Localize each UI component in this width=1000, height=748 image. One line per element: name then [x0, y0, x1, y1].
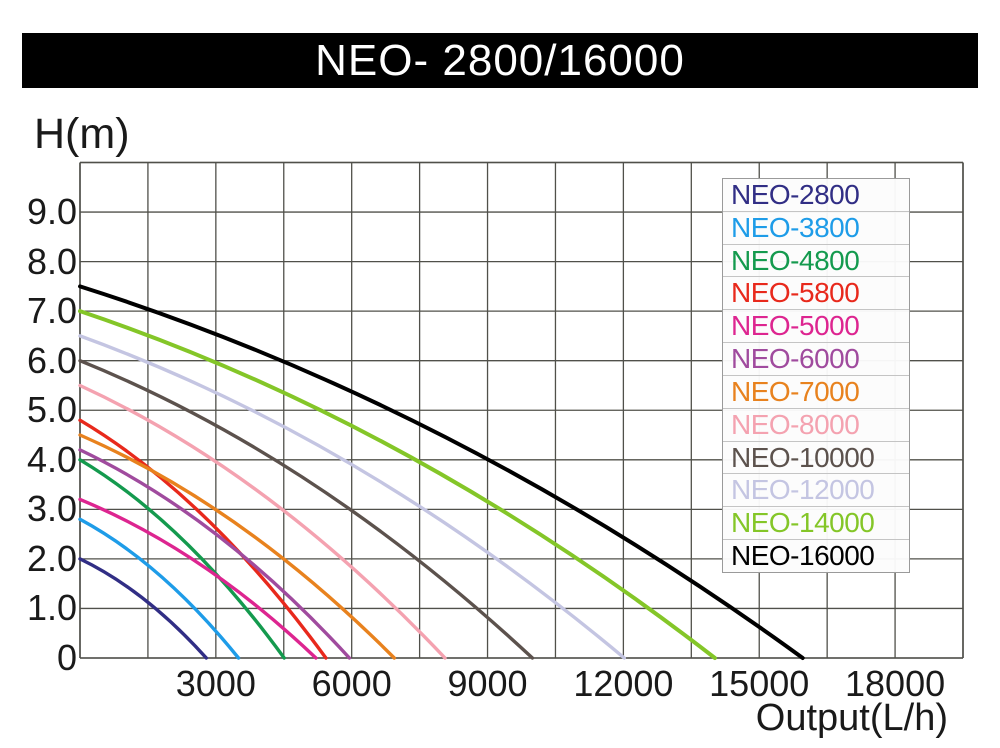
chart-title: NEO- 2800/16000: [315, 35, 685, 85]
y-axis-label: H(m): [34, 110, 130, 158]
curve-NEO-10000: [78, 359, 535, 660]
legend-label: NEO-10000: [731, 441, 875, 473]
curve-NEO-14000: [78, 309, 717, 660]
x-tick-3000: 3000: [175, 663, 256, 704]
legend-label: NEO-4800: [731, 244, 860, 276]
y-tick-1.0: 1.0: [26, 587, 77, 629]
y-tick-7.0: 7.0: [26, 290, 77, 332]
curve-NEO-5800: [78, 418, 328, 660]
y-tick-0: 0: [56, 637, 77, 678]
x-tick-18000: 18000: [845, 663, 946, 704]
x-tick-15000: 15000: [709, 663, 810, 704]
legend-label: NEO-2800: [731, 179, 860, 210]
legend-item-NEO-7000: NEO-7000: [723, 376, 909, 409]
x-tick-6000: 6000: [311, 663, 392, 704]
x-axis-label: Output(L/h): [755, 697, 948, 739]
y-tick-4.0: 4.0: [26, 438, 77, 480]
legend-item-NEO-8000: NEO-8000: [723, 409, 909, 442]
y-tick-6.0: 6.0: [26, 339, 77, 381]
legend-item-NEO-12000: NEO-12000: [723, 474, 909, 508]
legend: NEO-2800 NEO-3800 NEO-4800 NEO-5800 NEO-5000…: [722, 178, 910, 573]
legend-item-NEO-6000: NEO-6000: [723, 343, 909, 376]
legend-item-NEO-5800: NEO-5800: [723, 277, 909, 311]
legend-item-NEO-5000: NEO-5000: [723, 310, 909, 344]
curve-NEO-5000: [78, 497, 318, 660]
legend-label: NEO-5800: [731, 277, 860, 309]
legend-label: NEO-6000: [731, 343, 860, 375]
legend-label: NEO-8000: [731, 408, 860, 440]
y-tick-2.0: 2.0: [26, 537, 77, 579]
curve-NEO-6000: [78, 448, 352, 660]
y-tick-9.0: 9.0: [26, 191, 77, 233]
y-tick-8.0: 8.0: [26, 240, 77, 282]
legend-label: NEO-12000: [731, 474, 875, 506]
legend-item-NEO-10000: NEO-10000: [723, 442, 909, 475]
x-tick-12000: 12000: [573, 663, 674, 704]
legend-item-NEO-14000: NEO-14000: [723, 507, 909, 541]
curve-NEO-3800: [78, 517, 241, 660]
curve-NEO-7000: [78, 433, 396, 660]
curve-NEO-8000: [78, 383, 447, 660]
curve-NEO-12000: [78, 334, 626, 660]
title-bar: NEO- 2800/16000: [22, 33, 978, 88]
curve-NEO-16000: [78, 284, 805, 660]
y-tick-5.0: 5.0: [26, 389, 77, 431]
legend-label: NEO-14000: [731, 507, 875, 539]
legend-item-NEO-3800: NEO-3800: [723, 212, 909, 245]
legend-item-NEO-4800: NEO-4800: [723, 245, 909, 278]
x-tick-9000: 9000: [447, 663, 528, 704]
legend-item-NEO-16000: NEO-16000: [723, 540, 909, 572]
y-tick-3.0: 3.0: [26, 488, 77, 530]
legend-label: NEO-5000: [731, 310, 860, 342]
curve-NEO-4800: [78, 458, 286, 660]
legend-label: NEO-7000: [731, 375, 860, 407]
legend-label: NEO-3800: [731, 211, 860, 243]
legend-item-NEO-2800: NEO-2800: [723, 179, 909, 212]
legend-label: NEO-16000: [731, 540, 875, 572]
curve-NEO-2800: [78, 557, 208, 660]
